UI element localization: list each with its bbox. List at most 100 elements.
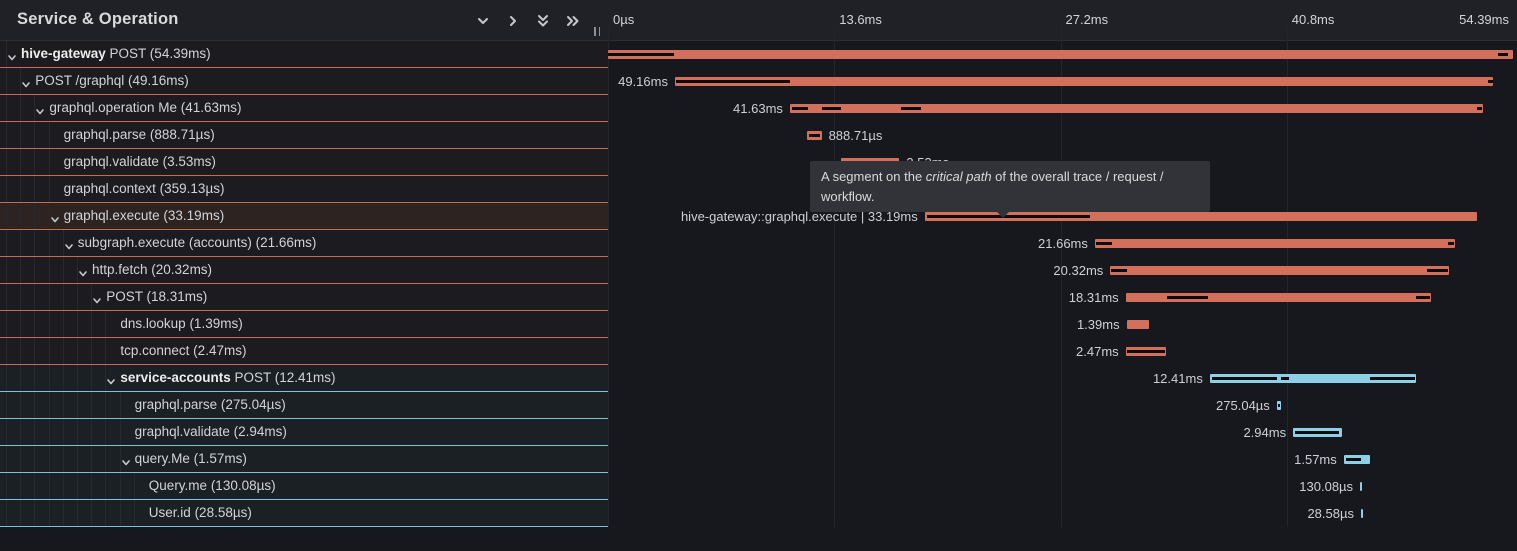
tree-row[interactable]: graphql.execute (33.19ms) (0, 203, 608, 230)
tree-row[interactable]: User.id (28.58µs) (0, 500, 608, 527)
waterfall-row[interactable]: 12.41ms (608, 365, 1513, 392)
indent-guide (91, 392, 93, 418)
chevron-down-icon[interactable] (474, 12, 491, 29)
tree-row[interactable]: POST /graphql (49.16ms) (0, 68, 608, 95)
critical-path-segment (1294, 431, 1340, 434)
waterfall-row[interactable] (608, 41, 1513, 68)
span-duration-label: 2.47ms (1076, 344, 1119, 359)
chevron-right-icon[interactable] (504, 12, 521, 29)
tree-row[interactable]: Query.me (130.08µs) (0, 473, 608, 500)
indent-guide (20, 95, 22, 121)
tree-row[interactable]: service-accounts POST (12.41ms) (0, 365, 608, 392)
tree-row[interactable]: graphql.validate (2.94ms) (0, 419, 608, 446)
span-duration-bar[interactable] (1110, 266, 1449, 275)
collapse-chevron-icon[interactable] (121, 455, 131, 466)
span-duration-bar[interactable] (1094, 239, 1456, 248)
indent-guide (48, 203, 50, 229)
collapse-chevron-icon[interactable] (106, 374, 116, 385)
double-chevron-down-icon[interactable] (534, 12, 551, 29)
tooltip-arrow (997, 212, 1009, 224)
span-duration-bar[interactable] (924, 212, 1477, 221)
critical-path-segment (1167, 296, 1208, 299)
waterfall-row[interactable]: 20.32ms (608, 257, 1513, 284)
collapse-chevron-icon[interactable] (64, 239, 74, 250)
indent-guide (20, 446, 22, 472)
indent-guide (6, 122, 7, 148)
critical-path-segment (1497, 53, 1508, 56)
indent-guide (6, 284, 7, 310)
span-duration-bar[interactable] (1126, 320, 1150, 329)
indent-guide (6, 257, 7, 283)
indent-guide (20, 500, 22, 526)
critical-path-segment (1447, 242, 1455, 245)
span-duration-label: 49.16ms (618, 74, 668, 89)
indent-guide (20, 149, 22, 175)
waterfall-row[interactable]: 49.16ms (608, 68, 1513, 95)
indent-guide (34, 95, 36, 121)
span-duration-label: 21.66ms (1038, 236, 1088, 251)
collapse-chevron-icon[interactable] (35, 104, 45, 115)
span-duration-bar[interactable] (789, 104, 1484, 113)
collapse-chevron-icon[interactable] (92, 293, 102, 304)
tree-row[interactable]: subgraph.execute (accounts) (21.66ms) (0, 230, 608, 257)
indent-guide (91, 500, 93, 526)
span-label: POST (18.31ms) (106, 289, 208, 304)
span-duration-bar[interactable] (1209, 374, 1417, 383)
indent-guide (133, 500, 135, 526)
indent-guide (34, 122, 36, 148)
tree-row[interactable]: hive-gateway POST (54.39ms) (0, 41, 608, 68)
tree-row[interactable]: dns.lookup (1.39ms) (0, 311, 608, 338)
indent-guide (20, 311, 22, 337)
waterfall-row[interactable]: 21.66ms (608, 230, 1513, 257)
span-duration-bar[interactable] (1125, 293, 1431, 302)
indent-guide (34, 419, 36, 445)
waterfall-row[interactable]: 18.31ms (608, 284, 1513, 311)
tree-row[interactable]: graphql.operation Me (41.63ms) (0, 95, 608, 122)
waterfall-row[interactable]: 275.04µs (608, 392, 1513, 419)
indent-guide (34, 257, 36, 283)
span-label: POST /graphql (49.16ms) (35, 73, 189, 88)
tree-row[interactable]: tcp.connect (2.47ms) (0, 338, 608, 365)
indent-guide (20, 257, 22, 283)
waterfall-row[interactable]: 2.94ms (608, 419, 1513, 446)
indent-guide (34, 176, 36, 202)
panel-resize-grip[interactable] (594, 27, 600, 36)
span-tree: hive-gateway POST (54.39ms) POST /graphql… (0, 41, 608, 527)
tree-row[interactable]: http.fetch (20.32ms) (0, 257, 608, 284)
indent-guide (48, 176, 50, 202)
collapse-chevron-icon[interactable] (50, 212, 60, 223)
collapse-chevron-icon[interactable] (7, 50, 17, 61)
indent-guide (48, 122, 50, 148)
span-label: dns.lookup (1.39ms) (120, 316, 243, 331)
span-duration-bar[interactable] (608, 50, 1513, 59)
tree-row[interactable]: graphql.parse (275.04µs) (0, 392, 608, 419)
waterfall-row[interactable]: 1.57ms (608, 446, 1513, 473)
indent-guide (20, 230, 22, 256)
tree-row[interactable]: POST (18.31ms) (0, 284, 608, 311)
waterfall-row[interactable]: 2.47ms (608, 338, 1513, 365)
waterfall-row[interactable]: 888.71µs (608, 122, 1513, 149)
collapse-chevron-icon[interactable] (21, 77, 31, 88)
span-duration-bar[interactable] (1360, 509, 1363, 518)
collapse-chevron-icon[interactable] (78, 266, 88, 277)
tree-row[interactable]: query.Me (1.57ms) (0, 446, 608, 473)
double-chevron-right-icon[interactable] (564, 12, 581, 29)
indent-guide (48, 392, 50, 418)
tree-row[interactable]: graphql.validate (3.53ms) (0, 149, 608, 176)
indent-guide (62, 338, 64, 364)
timeline-axis: 0µs 13.6ms 27.2ms 40.8ms 54.39ms (608, 0, 1513, 41)
waterfall-row[interactable]: 1.39ms (608, 311, 1513, 338)
critical-path-segment (1476, 107, 1483, 110)
span-duration-bar[interactable] (674, 77, 1494, 86)
indent-guide (91, 473, 93, 499)
indent-guide (48, 149, 50, 175)
waterfall-row[interactable]: 28.58µs (608, 500, 1513, 527)
waterfall-row[interactable]: 41.63ms (608, 95, 1513, 122)
tree-row[interactable]: graphql.context (359.13µs) (0, 176, 608, 203)
waterfall-row[interactable]: 130.08µs (608, 473, 1513, 500)
tree-row[interactable]: graphql.parse (888.71µs) (0, 122, 608, 149)
indent-guide (6, 338, 7, 364)
span-duration-bar[interactable] (1360, 482, 1363, 491)
indent-guide (34, 338, 36, 364)
